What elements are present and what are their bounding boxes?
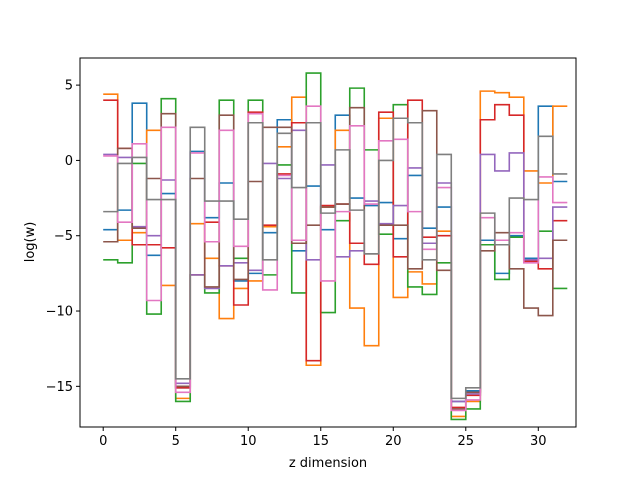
x-tick-label: 15 (312, 434, 329, 449)
y-tick-label: 5 (65, 79, 73, 94)
series-line-8 (103, 117, 568, 400)
y-axis-label: log(w) (23, 222, 38, 263)
plot-frame (79, 57, 577, 428)
x-axis-label: z dimension (289, 456, 367, 471)
x-tick-label: 20 (385, 434, 402, 449)
x-tick-label: 10 (240, 434, 257, 449)
series-line-7 (103, 105, 568, 412)
x-tick-label: 30 (530, 434, 547, 449)
series-layer (103, 72, 568, 421)
y-tick-label: −5 (54, 229, 73, 244)
x-axis: 0 5 10 15 20 25 30 (99, 427, 547, 449)
y-tick-label: −10 (46, 305, 73, 320)
x-tick-label: 25 (458, 434, 475, 449)
x-tick-label: 5 (172, 434, 180, 449)
y-tick-label: −15 (46, 380, 73, 395)
x-tick-label: 0 (99, 434, 107, 449)
y-tick-label: 0 (65, 154, 73, 169)
y-axis: 5 0 −5 −10 −15 (46, 79, 80, 395)
